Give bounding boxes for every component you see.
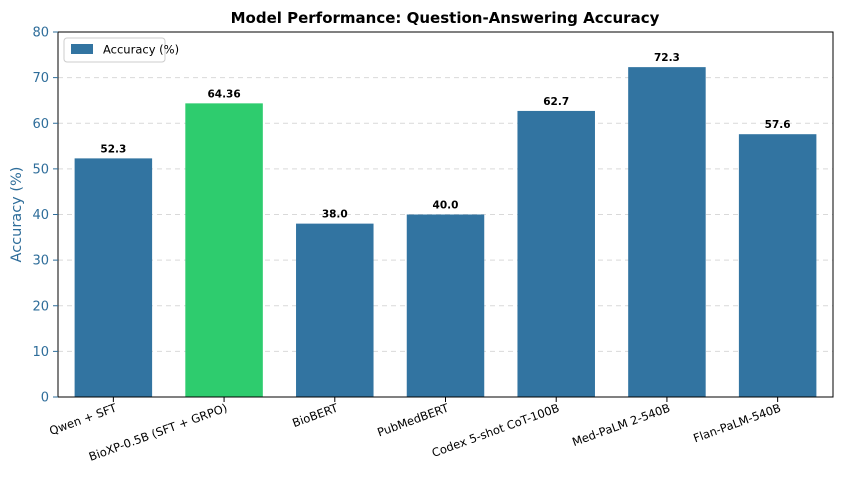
y-tick-label: 0: [41, 391, 49, 406]
bar: [517, 110, 595, 398]
bars: [74, 67, 817, 398]
bar: [738, 134, 817, 397]
y-tick-label: 40: [32, 208, 49, 223]
legend-label: Accuracy (%): [103, 43, 179, 57]
bar: [296, 223, 374, 397]
legend-swatch: [71, 44, 93, 54]
y-tick-label: 20: [32, 299, 49, 314]
y-tick-label: 10: [32, 345, 49, 360]
bar-value-label: 64.36: [207, 88, 240, 100]
y-tick-label: 50: [32, 162, 49, 177]
legend: Accuracy (%): [63, 37, 179, 63]
bar-value-label: 40.0: [433, 200, 459, 212]
value-labels: 52.3 64.36 38.0 40.0 62.7 72.3 57.6: [100, 52, 790, 220]
x-tick-label: Flan-PaLM-540B: [691, 401, 782, 446]
x-tick-label: Qwen + SFT: [47, 400, 119, 438]
chart-title: Model Performance: Question-Answering Ac…: [231, 9, 660, 27]
bar-value-label: 52.3: [100, 143, 126, 155]
x-tick-label: BioBERT: [290, 400, 340, 430]
y-tick-label: 70: [32, 71, 49, 86]
bar: [406, 214, 485, 397]
y-axis-label: Accuracy (%): [9, 167, 25, 263]
bar-value-label: 62.7: [543, 96, 569, 108]
y-axis-ticks: 0 10 20 30 40 50 60 70 80: [32, 26, 58, 406]
bar-value-label: 57.6: [765, 119, 791, 131]
bar: [628, 67, 706, 397]
bar: [74, 158, 153, 397]
y-tick-label: 60: [32, 117, 49, 132]
x-tick-label: Codex 5-shot CoT-100B: [430, 401, 561, 460]
bar-value-label: 38.0: [322, 209, 348, 221]
y-tick-label: 30: [32, 254, 49, 269]
x-tick-label: PubMedBERT: [375, 400, 451, 439]
x-tick-label: Med-PaLM 2-540B: [570, 401, 672, 449]
bar-value-label: 72.3: [654, 52, 680, 64]
y-tick-label: 80: [32, 26, 49, 41]
bar: [185, 103, 263, 398]
